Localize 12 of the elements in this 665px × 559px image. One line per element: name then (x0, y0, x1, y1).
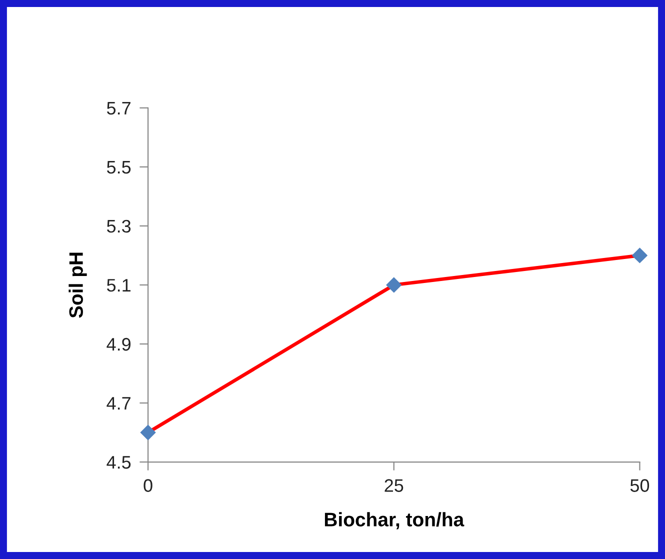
x-tick-label: 0 (144, 479, 152, 492)
y-tick-label: 5.3 (106, 220, 131, 233)
y-tick-label: 4.7 (106, 397, 130, 410)
x-tick-label: 50 (630, 479, 650, 492)
y-tick-label: 4.5 (106, 456, 131, 469)
y-axis-title: Soil pH (68, 252, 87, 318)
y-tick-label: 5.5 (106, 161, 131, 174)
y-tick-label: 4.9 (106, 338, 131, 351)
y-tick-label: 5.1 (106, 279, 130, 292)
x-tick-label: 25 (384, 479, 404, 492)
x-axis-title: Biochar, ton/ha (324, 512, 464, 530)
y-tick-label: 5.7 (106, 102, 130, 115)
